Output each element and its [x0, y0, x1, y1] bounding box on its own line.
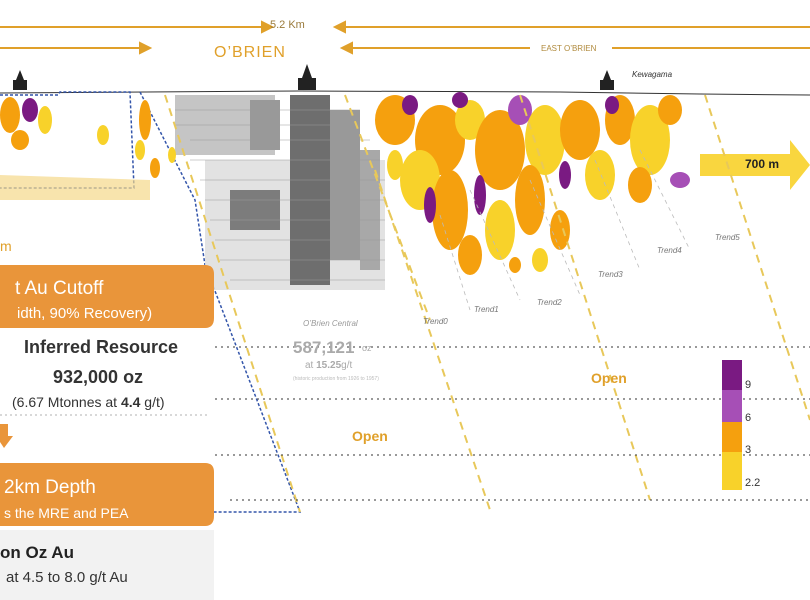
potential-ounces-title: on Oz Au	[0, 543, 74, 562]
headframe-icon	[298, 64, 316, 90]
obrien-label: O’BRIEN	[214, 44, 286, 61]
legend-value: 3	[745, 444, 752, 456]
level-lines	[175, 109, 385, 281]
obrien-central-unit: oz	[362, 343, 372, 353]
partial-depth-label: m	[0, 238, 12, 254]
trend-label: Trend0	[423, 317, 448, 326]
obrien-extent-arrows	[0, 41, 810, 55]
legend-swatch	[722, 422, 742, 452]
potential-grade-range: at 4.5 to 8.0 g/t Au	[6, 569, 128, 586]
left-gold-band	[0, 175, 150, 200]
trend-label: Trend3	[598, 270, 623, 279]
down-arrow-icon	[0, 424, 13, 448]
legend-swatch	[722, 360, 742, 390]
depth-box-subtitle: s the MRE and PEA	[4, 505, 129, 521]
scale-label: 5.2 Km	[270, 19, 305, 31]
legend-value: 9	[745, 379, 752, 391]
trend-label: Trend1	[474, 305, 499, 314]
inferred-tonnage: (6.67 Mtonnes at 4.4 g/t)	[12, 394, 165, 410]
open-label: Open	[352, 428, 388, 444]
open-label: Open	[591, 370, 627, 386]
east-obrien-label: EAST O’BRIEN	[541, 44, 597, 53]
depth-lines	[215, 346, 810, 501]
legend-swatch	[722, 452, 742, 490]
depth-box	[0, 463, 214, 526]
obrien-central-title: O’Brien Central	[303, 319, 358, 328]
headframe-icon	[13, 70, 27, 90]
legend-swatch	[722, 390, 742, 422]
obrien-central-grade: at 15.25g/t	[305, 360, 353, 371]
depth-arrow	[700, 140, 810, 190]
depth-box-title: 2km Depth	[4, 477, 96, 498]
cutoff-box	[0, 265, 214, 328]
depth-label: 700 m	[745, 157, 780, 171]
ground-surface	[0, 90, 810, 96]
headframe-icon	[600, 70, 614, 90]
obrien-central-ounces: 587,121	[293, 338, 355, 357]
cutoff-subtitle: idth, 90% Recovery)	[17, 305, 153, 322]
legend-value: 2.2	[745, 477, 761, 489]
kewagama-label: Kewagama	[632, 70, 673, 79]
trend-label: Trend5	[715, 233, 740, 242]
inferred-title: Inferred Resource	[24, 337, 179, 357]
grade-legend	[722, 360, 742, 490]
historic-workings	[175, 95, 385, 290]
trend-thin-lines	[439, 149, 691, 311]
cutoff-title: t Au Cutoff	[15, 278, 104, 299]
left-resource-blobs	[0, 97, 176, 178]
obrien-central-note: (historic production from 1926 to 1957)	[293, 376, 379, 382]
trend-label: Trend2	[537, 298, 562, 307]
legend-value: 6	[745, 412, 752, 424]
panel-bottom-shade	[0, 530, 214, 600]
trend-label: Trend4	[657, 246, 682, 255]
trend-lines	[164, 94, 810, 513]
east-obrien-resource-blobs	[375, 92, 690, 275]
scale-arrow	[0, 20, 810, 34]
inferred-ounces: 932,000 oz	[53, 367, 144, 387]
